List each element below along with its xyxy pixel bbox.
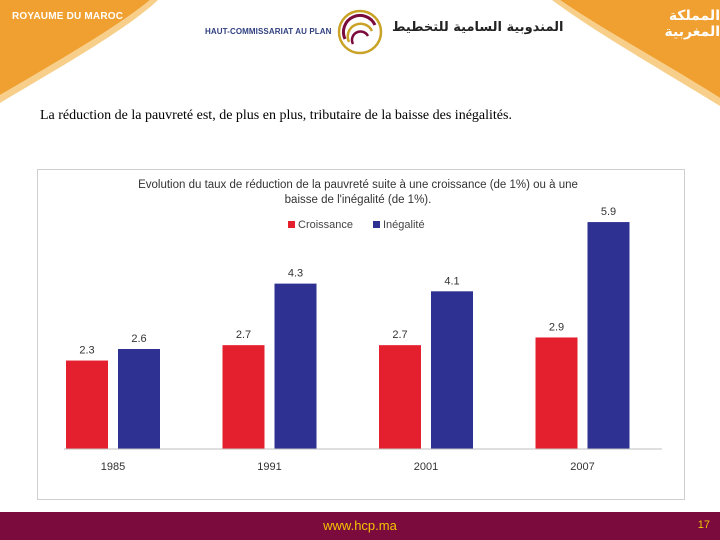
data-label-2007-0: 2.9 xyxy=(549,321,564,333)
kingdom-name-ar: المملكة المغربية xyxy=(664,8,720,40)
bar-chart: Evolution du taux de réduction de la pau… xyxy=(64,179,662,473)
x-tick-2007: 2007 xyxy=(570,461,594,473)
bar-2001-1 xyxy=(431,291,473,449)
x-tick-2001: 2001 xyxy=(414,461,438,473)
org-name-ar: المندوبية السامية للتخطيط xyxy=(392,20,564,35)
bar-1985-0 xyxy=(66,360,108,449)
slide-subtitle: La réduction de la pauvreté est, de plus… xyxy=(40,108,512,123)
org-name-fr: HAUT-COMMISSARIAT AU PLAN xyxy=(205,27,332,36)
legend-swatch-1 xyxy=(373,221,380,228)
legend-label-0: Croissance xyxy=(298,219,353,231)
bar-2007-0 xyxy=(535,337,578,449)
chart-legend: Croissance Inégalité xyxy=(288,219,425,231)
footer-website-link[interactable]: www.hcp.ma xyxy=(323,518,397,533)
hcp-logo-icon xyxy=(337,9,383,55)
chart-bars: 2.3 2.6 2.7 4.3 2.7 4.1 2.9 5.9 xyxy=(66,206,630,449)
data-label-2001-0: 2.7 xyxy=(392,329,407,341)
chart-title-line2: baisse de l'inégalité (de 1%). xyxy=(285,194,432,206)
legend-label-1: Inégalité xyxy=(383,219,425,231)
chart-title-line1: Evolution du taux de réduction de la pau… xyxy=(138,179,578,191)
kingdom-name-fr: ROYAUME DU MAROC xyxy=(12,11,124,22)
x-tick-1991: 1991 xyxy=(257,461,281,473)
bar-2001-0 xyxy=(379,345,421,449)
data-label-1991-1: 4.3 xyxy=(288,268,303,280)
data-label-1985-0: 2.3 xyxy=(79,345,94,357)
x-axis-ticks: 1985 1991 2001 2007 xyxy=(101,461,595,473)
bar-2007-1 xyxy=(587,222,630,449)
data-label-1991-0: 2.7 xyxy=(236,329,251,341)
footer-bar: www.hcp.ma 17 xyxy=(0,512,720,540)
bar-1985-1 xyxy=(118,349,160,449)
page-number: 17 xyxy=(697,519,710,531)
x-tick-1985: 1985 xyxy=(101,461,125,473)
data-label-2007-1: 5.9 xyxy=(601,206,616,218)
data-label-2001-1: 4.1 xyxy=(444,275,459,287)
bar-1991-0 xyxy=(222,345,265,449)
header-band xyxy=(0,0,720,106)
chart-frame: Evolution du taux de réduction de la pau… xyxy=(37,169,685,500)
data-label-1985-1: 2.6 xyxy=(131,333,146,345)
legend-swatch-0 xyxy=(288,221,295,228)
bar-1991-1 xyxy=(274,283,317,449)
